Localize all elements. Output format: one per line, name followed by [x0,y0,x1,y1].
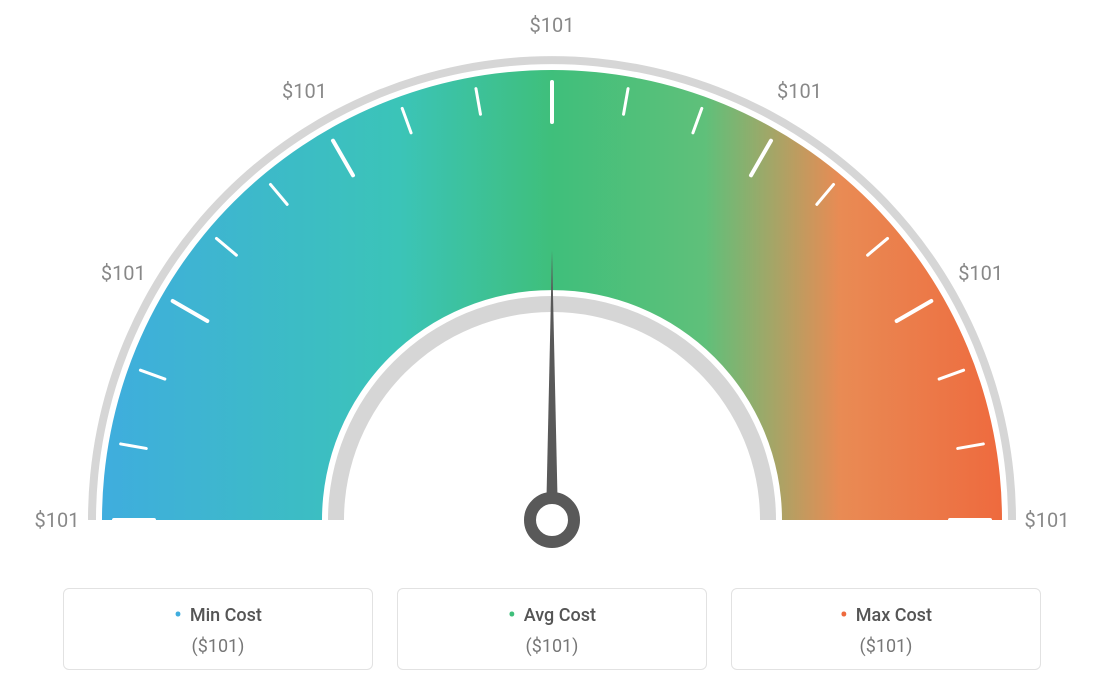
legend-row: Min Cost ($101) Avg Cost ($101) Max Cost… [0,588,1104,670]
gauge-tick-label: $101 [777,79,822,103]
gauge-tick-label: $101 [1025,508,1070,532]
legend-value-max: ($101) [742,636,1030,657]
gauge-tick-label: $101 [282,79,327,103]
gauge-chart: $101 $101 $101 $101 $101 $101 $101 [0,0,1104,560]
legend-value-avg: ($101) [408,636,696,657]
gauge-tick-label: $101 [530,13,575,37]
gauge-tick-label: $101 [958,261,1003,285]
legend-label-max: Max Cost [742,603,1030,628]
gauge-tick-label: $101 [101,261,146,285]
gauge-tick-label: $101 [35,508,80,532]
legend-card-max: Max Cost ($101) [731,588,1041,670]
gauge-svg [0,0,1104,560]
legend-card-avg: Avg Cost ($101) [397,588,707,670]
legend-value-min: ($101) [74,636,362,657]
legend-label-min: Min Cost [74,603,362,628]
legend-label-avg: Avg Cost [408,603,696,628]
legend-card-min: Min Cost ($101) [63,588,373,670]
